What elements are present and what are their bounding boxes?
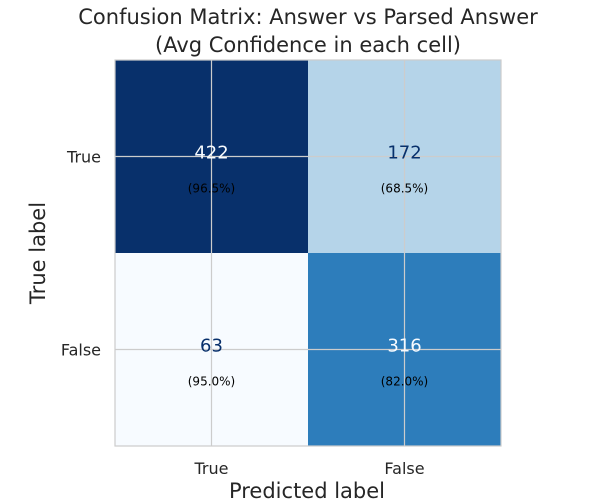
x-tick-labels: True False [194,459,425,478]
plot-frame [114,59,502,447]
cell-confidence-1-1: (82.0%) [381,375,428,389]
y-axis-label: True label [26,202,50,305]
y-tick-labels: True False [61,148,101,360]
cell-labels: 422 (96.5%) 172 (68.5%) 63 (95.0%) 316 (82.0%) [188,143,428,389]
cell-confidence-0-1: (68.5%) [381,182,428,196]
y-tick-label-0: True [66,148,101,167]
cell-count-0-1: 172 [387,143,421,164]
matrix-cells [115,60,501,446]
cell-count-1-0: 63 [200,336,223,357]
cell-confidence-1-0: (95.0%) [188,375,235,389]
cell-confidence-0-0: (96.5%) [188,182,235,196]
chart-title-line-2: (Avg Confidence in each cell) [155,33,461,57]
x-tick-label-0: True [194,459,229,478]
y-tick-label-1: False [61,341,101,360]
cell-count-0-0: 422 [194,143,228,164]
cell-count-1-1: 316 [387,336,421,357]
matrix-grid [115,60,501,446]
chart-title-line-1: Confusion Matrix: Answer vs Parsed Answe… [78,5,538,29]
x-tick-label-1: False [384,459,424,478]
x-axis-label: Predicted label [229,479,385,500]
